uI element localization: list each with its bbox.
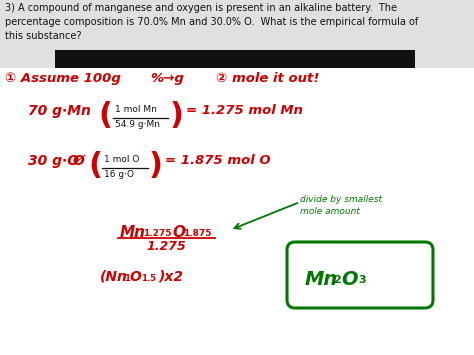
Text: 70 g⋅Mn: 70 g⋅Mn [28, 104, 91, 118]
Text: 54.9 g⋅Mn: 54.9 g⋅Mn [115, 120, 160, 129]
Text: ): ) [149, 151, 163, 180]
Text: ): ) [170, 101, 184, 130]
Text: 1.275: 1.275 [146, 240, 186, 253]
Text: 1.5: 1.5 [141, 274, 156, 283]
FancyBboxPatch shape [55, 50, 415, 68]
Text: mole amount: mole amount [300, 207, 360, 216]
FancyBboxPatch shape [0, 0, 474, 68]
Text: 1.875: 1.875 [183, 229, 211, 238]
Text: ① Assume 100g: ① Assume 100g [5, 72, 121, 85]
Text: (: ( [88, 151, 102, 180]
Text: 2: 2 [333, 275, 341, 285]
Text: Mn: Mn [305, 270, 338, 289]
Text: 16 g⋅O: 16 g⋅O [104, 170, 134, 179]
Text: )x2: )x2 [158, 270, 183, 284]
Text: O: O [172, 225, 185, 240]
FancyBboxPatch shape [287, 242, 433, 308]
Text: 1.275: 1.275 [143, 229, 172, 238]
Text: 1: 1 [124, 274, 130, 283]
Text: O: O [130, 270, 142, 284]
Text: Mn: Mn [120, 225, 146, 240]
Text: 1 mol Mn: 1 mol Mn [115, 105, 157, 114]
Text: Ø: Ø [73, 154, 85, 168]
Text: 1 mol O: 1 mol O [104, 155, 139, 164]
Text: %→g: %→g [150, 72, 184, 85]
Text: mole it out!: mole it out! [232, 72, 319, 85]
Text: divide by smallest: divide by smallest [300, 195, 382, 204]
Text: (: ( [98, 101, 112, 130]
Text: 30 g⋅O: 30 g⋅O [28, 154, 79, 168]
Text: (Nn: (Nn [100, 270, 128, 284]
Text: 3: 3 [358, 275, 365, 285]
Text: = 1.275 mol Mn: = 1.275 mol Mn [186, 104, 303, 117]
Text: 3) A compound of manganese and oxygen is present in an alkaline battery.  The
pe: 3) A compound of manganese and oxygen is… [5, 3, 418, 41]
Text: O: O [341, 270, 357, 289]
Text: ②: ② [215, 72, 226, 85]
Text: = 1.875 mol O: = 1.875 mol O [165, 154, 271, 167]
